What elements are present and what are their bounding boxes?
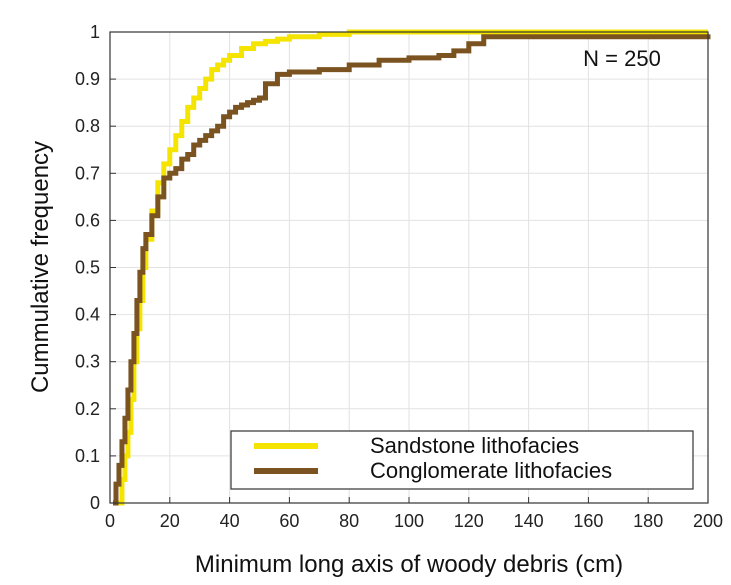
- y-tick-labels: 0 0.1 0.2 0.3 0.4 0.5 0.6 0.7 0.8 0.9 1: [75, 22, 100, 513]
- sample-size-annotation: N = 250: [583, 46, 661, 71]
- legend: Sandstone lithofacies Conglomerate litho…: [230, 430, 694, 490]
- series-lines: [112, 29, 711, 506]
- x-tick-label: 160: [573, 511, 603, 531]
- y-tick-label: 0.2: [75, 399, 100, 419]
- y-tick-label: 0.4: [75, 305, 100, 325]
- y-tick-label: 0.5: [75, 258, 100, 278]
- ticks: [109, 31, 709, 504]
- y-tick-label: 0.3: [75, 352, 100, 372]
- y-axis-label: Cummulative frequency: [27, 141, 54, 393]
- legend-box: [230, 430, 694, 490]
- x-tick-label: 60: [279, 511, 299, 531]
- x-tick-label: 120: [454, 511, 484, 531]
- y-tick-label: 0.8: [75, 116, 100, 136]
- x-tick-label: 20: [160, 511, 180, 531]
- x-tick-labels: 0 20 40 60 80 100 120 140 160 180 200: [105, 511, 723, 531]
- legend-label-conglomerate: Conglomerate lithofacies: [370, 458, 612, 483]
- x-tick-label: 80: [339, 511, 359, 531]
- x-axis-label: Minimum long axis of woody debris (cm): [195, 551, 623, 578]
- legend-label-sandstone: Sandstone lithofacies: [370, 433, 579, 458]
- y-tick-label: 0.1: [75, 446, 100, 466]
- x-tick-label: 40: [220, 511, 240, 531]
- y-tick-label: 0.7: [75, 163, 100, 183]
- series-line-conglomerate: [112, 34, 711, 506]
- y-tick-label: 0: [90, 493, 100, 513]
- y-tick-label: 0.9: [75, 69, 100, 89]
- y-tick-label: 1: [90, 22, 100, 42]
- x-tick-label: 140: [514, 511, 544, 531]
- x-tick-label: 100: [394, 511, 424, 531]
- x-tick-label: 180: [633, 511, 663, 531]
- x-tick-label: 200: [693, 511, 723, 531]
- x-tick-label: 0: [105, 511, 115, 531]
- y-tick-label: 0.6: [75, 210, 100, 230]
